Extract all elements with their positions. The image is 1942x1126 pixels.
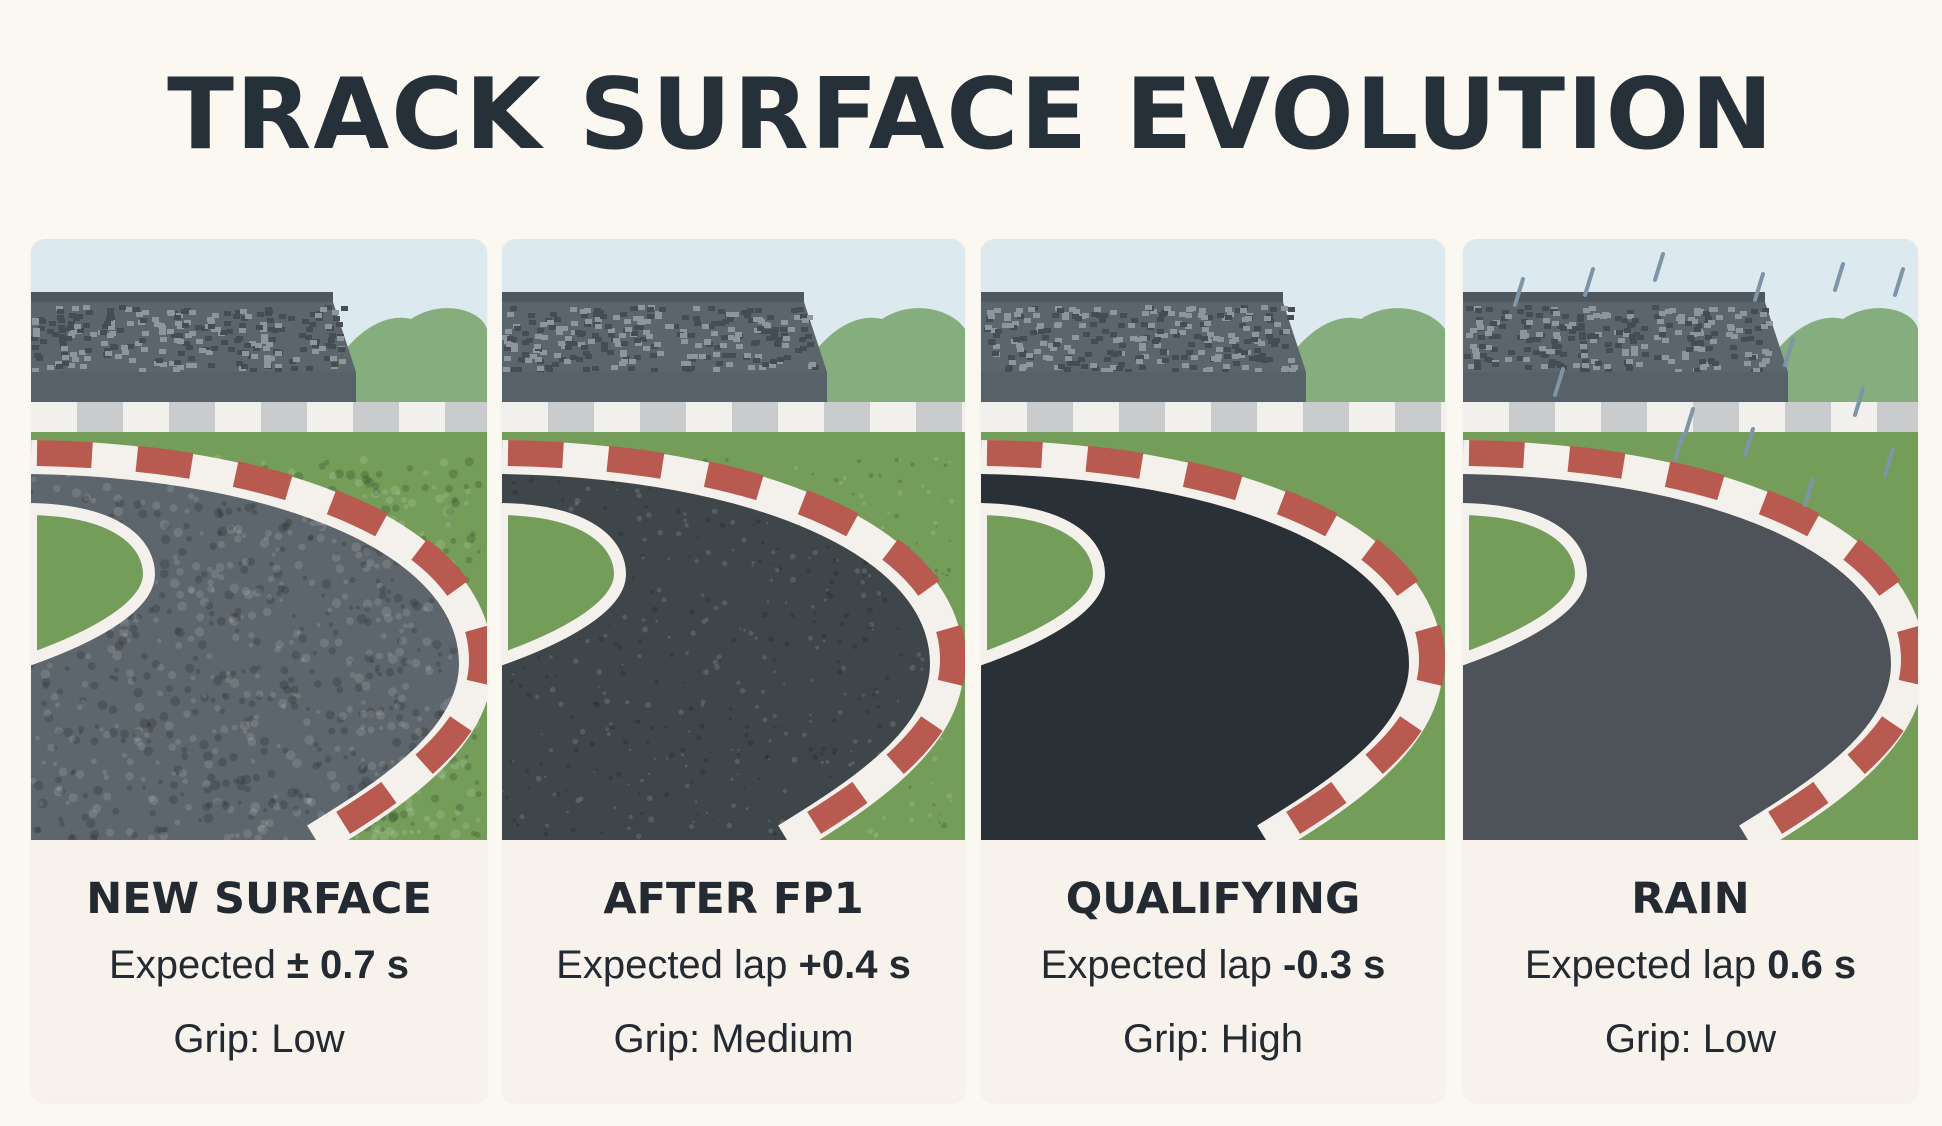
- panel-title: AFTER FP1: [603, 874, 864, 924]
- grip: Grip: High: [981, 1002, 1445, 1076]
- raindrop: [1883, 447, 1895, 477]
- grip-label: Grip:: [173, 1017, 272, 1061]
- grip-label: Grip:: [613, 1017, 712, 1061]
- grip: Grip: Medium: [502, 1002, 965, 1076]
- caption: RAIN Expected lap 0.6 s Grip: Low: [1463, 840, 1918, 1076]
- grip-value: High: [1220, 1017, 1304, 1061]
- page-title: TRACK SURFACE EVOLUTION: [167, 58, 1775, 172]
- panel-title: RAIN: [1631, 874, 1750, 924]
- raindrop: [1673, 432, 1685, 462]
- track-illustration: [502, 239, 965, 840]
- grip-value: Low: [1702, 1017, 1777, 1061]
- raindrop: [1803, 477, 1815, 507]
- lap-value: ± 0.7 s: [286, 943, 409, 987]
- track-illustration: [1463, 239, 1918, 840]
- lap-value: 0.6 s: [1767, 943, 1857, 987]
- lap-value: -0.3 s: [1283, 943, 1386, 987]
- track-illustration: [981, 239, 1445, 840]
- caption: NEW SURFACE Expected ± 0.7 s Grip: Low: [31, 840, 487, 1076]
- expected-lap: Expected lap -0.3 s: [981, 928, 1445, 1002]
- track-illustration: [31, 239, 487, 840]
- lap-label: Expected lap: [1524, 943, 1768, 987]
- lap-label: Expected: [109, 943, 287, 987]
- grandstand-roof: [981, 292, 1283, 302]
- grandstand-roof: [1463, 292, 1765, 302]
- raindrop: [1683, 407, 1695, 437]
- caption: QUALIFYING Expected lap -0.3 s Grip: Hig…: [981, 840, 1445, 1076]
- lap-value: +0.4 s: [798, 943, 911, 987]
- infield: [502, 502, 627, 666]
- lap-label: Expected lap: [556, 943, 799, 987]
- infield: [1463, 502, 1588, 666]
- grip-value: Medium: [711, 1017, 854, 1061]
- caption: AFTER FP1 Expected lap +0.4 s Grip: Medi…: [502, 840, 965, 1076]
- grandstand-roof: [31, 292, 333, 302]
- grip: Grip: Low: [1463, 1002, 1918, 1076]
- lap-label: Expected lap: [1040, 943, 1284, 987]
- raindrop: [1783, 337, 1795, 367]
- infield: [981, 502, 1106, 666]
- raindrop: [1833, 262, 1845, 292]
- raindrop: [1753, 272, 1765, 302]
- grip-label: Grip:: [1122, 1017, 1221, 1061]
- panel-qualifying: QUALIFYING Expected lap -0.3 s Grip: Hig…: [981, 239, 1445, 1102]
- raindrop: [1583, 267, 1595, 297]
- raindrop: [1743, 427, 1755, 457]
- expected-lap: Expected ± 0.7 s: [31, 928, 487, 1002]
- grip-label: Grip:: [1604, 1017, 1703, 1061]
- raindrop: [1893, 267, 1905, 297]
- expected-lap: Expected lap +0.4 s: [502, 928, 965, 1002]
- raindrop: [1653, 252, 1665, 282]
- panel-new-surface: NEW SURFACE Expected ± 0.7 s Grip: Low: [31, 239, 487, 1102]
- raindrop: [1513, 277, 1525, 307]
- panel-title: QUALIFYING: [1065, 874, 1361, 924]
- grip: Grip: Low: [31, 1002, 487, 1076]
- infield: [31, 502, 156, 666]
- raindrop: [1553, 367, 1565, 397]
- panel-rain: RAIN Expected lap 0.6 s Grip: Low: [1463, 239, 1918, 1102]
- panel-title: NEW SURFACE: [86, 874, 432, 924]
- expected-lap: Expected lap 0.6 s: [1463, 928, 1918, 1002]
- panel-after-fp1: AFTER FP1 Expected lap +0.4 s Grip: Medi…: [502, 239, 965, 1102]
- raindrop: [1853, 387, 1865, 417]
- grandstand-roof: [502, 292, 804, 302]
- grip-value: Low: [271, 1017, 345, 1061]
